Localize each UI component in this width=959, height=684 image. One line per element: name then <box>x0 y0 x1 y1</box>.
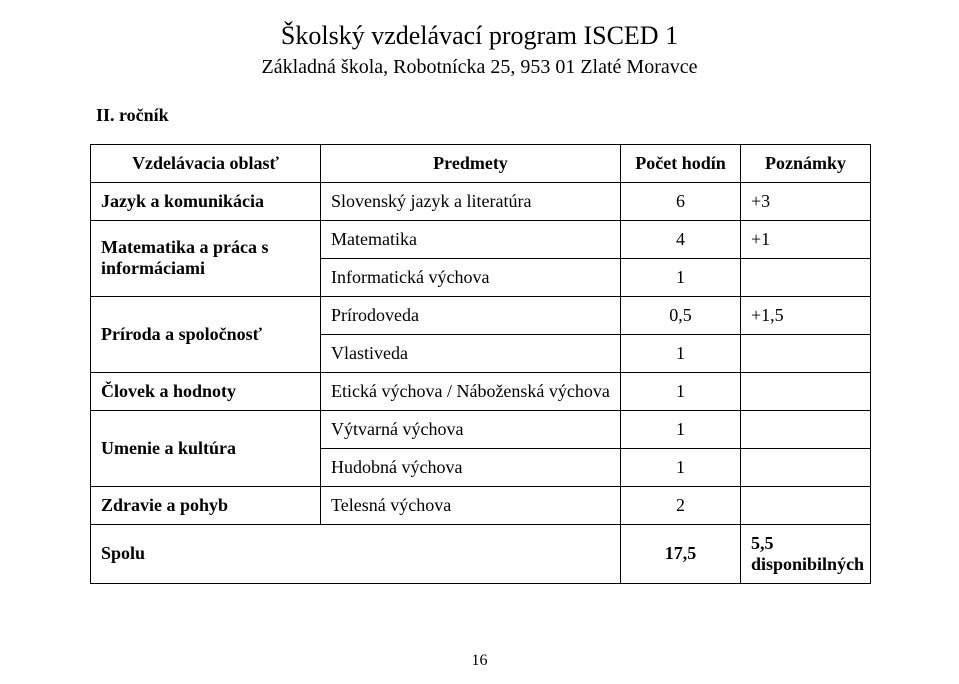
cell-area: Jazyk a komunikácia <box>91 182 321 220</box>
table-row: Umenie a kultúra Výtvarná výchova 1 <box>91 410 871 448</box>
table-row: Zdravie a pohyb Telesná výchova 2 <box>91 486 871 524</box>
table-header-row: Vzdelávacia oblasť Predmety Počet hodín … <box>91 144 871 182</box>
col-header-subjects: Predmety <box>321 144 621 182</box>
cell-area: Človek a hodnoty <box>91 372 321 410</box>
col-header-area: Vzdelávacia oblasť <box>91 144 321 182</box>
cell-subject: Slovenský jazyk a literatúra <box>321 182 621 220</box>
col-header-notes: Poznámky <box>741 144 871 182</box>
cell-hours: 1 <box>621 410 741 448</box>
cell-notes <box>741 334 871 372</box>
cell-area: Príroda a spoločnosť <box>91 296 321 372</box>
document-page: Školský vzdelávací program ISCED 1 Zákla… <box>0 0 959 684</box>
cell-subject: Výtvarná výchova <box>321 410 621 448</box>
cell-area: Zdravie a pohyb <box>91 486 321 524</box>
cell-notes <box>741 486 871 524</box>
cell-total-label: Spolu <box>91 524 621 583</box>
cell-notes <box>741 448 871 486</box>
cell-subject: Vlastiveda <box>321 334 621 372</box>
table-row: Príroda a spoločnosť Prírodoveda 0,5 +1,… <box>91 296 871 334</box>
cell-hours: 6 <box>621 182 741 220</box>
page-number: 16 <box>0 652 959 670</box>
table-row: Človek a hodnoty Etická výchova / Nábože… <box>91 372 871 410</box>
cell-subject: Etická výchova / Náboženská výchova <box>321 372 621 410</box>
table-row-total: Spolu 17,5 5,5 disponibilných <box>91 524 871 583</box>
cell-hours: 1 <box>621 448 741 486</box>
curriculum-table: Vzdelávacia oblasť Predmety Počet hodín … <box>90 144 871 584</box>
page-subtitle: Základná škola, Robotnícka 25, 953 01 Zl… <box>90 55 869 79</box>
table-row: Jazyk a komunikácia Slovenský jazyk a li… <box>91 182 871 220</box>
cell-subject: Hudobná výchova <box>321 448 621 486</box>
cell-notes: +1 <box>741 220 871 258</box>
cell-hours: 1 <box>621 258 741 296</box>
cell-notes: +1,5 <box>741 296 871 334</box>
cell-hours: 4 <box>621 220 741 258</box>
page-title: Školský vzdelávací program ISCED 1 <box>90 20 869 53</box>
cell-subject: Informatická výchova <box>321 258 621 296</box>
cell-subject: Prírodoveda <box>321 296 621 334</box>
cell-hours: 0,5 <box>621 296 741 334</box>
cell-subject: Matematika <box>321 220 621 258</box>
cell-notes: +3 <box>741 182 871 220</box>
cell-hours: 1 <box>621 334 741 372</box>
cell-notes <box>741 258 871 296</box>
cell-hours: 2 <box>621 486 741 524</box>
cell-area: Matematika a práca s informáciami <box>91 220 321 296</box>
section-label: II. ročník <box>96 105 869 126</box>
cell-total-hours: 17,5 <box>621 524 741 583</box>
cell-notes <box>741 410 871 448</box>
cell-subject: Telesná výchova <box>321 486 621 524</box>
cell-hours: 1 <box>621 372 741 410</box>
cell-total-notes: 5,5 disponibilných <box>741 524 871 583</box>
cell-area: Umenie a kultúra <box>91 410 321 486</box>
col-header-hours: Počet hodín <box>621 144 741 182</box>
cell-notes <box>741 372 871 410</box>
table-row: Matematika a práca s informáciami Matema… <box>91 220 871 258</box>
